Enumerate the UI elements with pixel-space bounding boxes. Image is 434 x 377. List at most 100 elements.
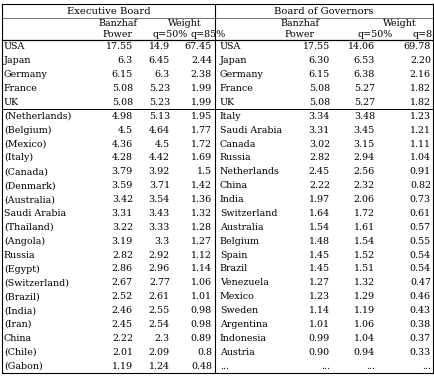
- Text: UK: UK: [4, 98, 19, 107]
- Text: Banzhaf: Banzhaf: [280, 19, 319, 28]
- Text: 1.82: 1.82: [409, 98, 430, 107]
- Text: Russia: Russia: [220, 153, 251, 162]
- Text: 1.27: 1.27: [308, 278, 329, 287]
- Text: 1.19: 1.19: [353, 306, 374, 315]
- Text: Germany: Germany: [220, 70, 263, 79]
- Text: (Mexico): (Mexico): [4, 139, 46, 149]
- Text: 1.54: 1.54: [353, 237, 374, 246]
- Text: 1.99: 1.99: [191, 84, 211, 93]
- Text: Mexico: Mexico: [220, 292, 254, 301]
- Text: Executive Board: Executive Board: [66, 6, 150, 15]
- Text: 3.22: 3.22: [112, 223, 133, 232]
- Text: ...: ...: [220, 362, 228, 371]
- Text: 0.47: 0.47: [409, 278, 430, 287]
- Text: (Thailand): (Thailand): [4, 223, 53, 232]
- Text: 1.54: 1.54: [308, 223, 329, 232]
- Text: (Egypt): (Egypt): [4, 264, 39, 273]
- Text: 1.64: 1.64: [308, 209, 329, 218]
- Text: 5.08: 5.08: [308, 98, 329, 107]
- Text: 3.02: 3.02: [308, 139, 329, 149]
- Text: 1.21: 1.21: [409, 126, 430, 135]
- Text: 4.5: 4.5: [118, 126, 133, 135]
- Text: 2.77: 2.77: [149, 278, 170, 287]
- Text: Saudi Arabia: Saudi Arabia: [4, 209, 66, 218]
- Text: Austria: Austria: [220, 348, 254, 357]
- Text: 0.61: 0.61: [409, 209, 430, 218]
- Text: 1.12: 1.12: [191, 251, 211, 259]
- Text: 3.31: 3.31: [308, 126, 329, 135]
- Text: 2.22: 2.22: [112, 334, 133, 343]
- Text: 1.36: 1.36: [191, 195, 211, 204]
- Text: 1.06: 1.06: [353, 320, 374, 329]
- Text: q=50%: q=50%: [357, 30, 392, 39]
- Text: 2.92: 2.92: [148, 251, 170, 259]
- Text: 0.43: 0.43: [409, 306, 430, 315]
- Text: Weight: Weight: [168, 19, 201, 28]
- Text: Sweden: Sweden: [220, 306, 257, 315]
- Text: UK: UK: [220, 98, 235, 107]
- Text: Argentina: Argentina: [220, 320, 267, 329]
- Text: 1.72: 1.72: [353, 209, 374, 218]
- Text: 0.73: 0.73: [409, 195, 430, 204]
- Text: (Canada): (Canada): [4, 167, 48, 176]
- Text: 2.45: 2.45: [308, 167, 329, 176]
- Text: 0.8: 0.8: [197, 348, 211, 357]
- Text: 3.33: 3.33: [148, 223, 170, 232]
- Text: (Denmark): (Denmark): [4, 181, 56, 190]
- Text: 1.01: 1.01: [308, 320, 329, 329]
- Text: Japan: Japan: [220, 56, 247, 65]
- Text: 4.64: 4.64: [148, 126, 170, 135]
- Text: 1.24: 1.24: [149, 362, 170, 371]
- Text: 14.06: 14.06: [347, 43, 374, 51]
- Text: 3.45: 3.45: [353, 126, 374, 135]
- Text: 1.06: 1.06: [191, 278, 211, 287]
- Text: 2.20: 2.20: [409, 56, 430, 65]
- Text: 2.16: 2.16: [409, 70, 430, 79]
- Text: 2.54: 2.54: [148, 320, 170, 329]
- Text: 3.3: 3.3: [155, 237, 170, 246]
- Text: 3.92: 3.92: [148, 167, 170, 176]
- Text: ...: ...: [320, 362, 329, 371]
- Text: 6.3: 6.3: [155, 70, 170, 79]
- Text: 2.67: 2.67: [112, 278, 133, 287]
- Text: 1.28: 1.28: [191, 223, 211, 232]
- Text: 1.14: 1.14: [308, 306, 329, 315]
- Text: 5.27: 5.27: [353, 84, 374, 93]
- Text: 1.04: 1.04: [353, 334, 374, 343]
- Text: 2.96: 2.96: [148, 264, 170, 273]
- Text: 3.15: 3.15: [353, 139, 374, 149]
- Text: 14.9: 14.9: [148, 43, 170, 51]
- Text: 1.14: 1.14: [191, 264, 211, 273]
- Text: 69.78: 69.78: [403, 43, 430, 51]
- Text: India: India: [220, 195, 244, 204]
- Text: 1.45: 1.45: [308, 251, 329, 259]
- Text: q=50%: q=50%: [152, 30, 187, 39]
- Text: 5.23: 5.23: [148, 98, 170, 107]
- Text: 5.23: 5.23: [148, 84, 170, 93]
- Text: 2.86: 2.86: [112, 264, 133, 273]
- Text: 2.38: 2.38: [191, 70, 211, 79]
- Text: 1.97: 1.97: [308, 195, 329, 204]
- Text: 0.37: 0.37: [409, 334, 430, 343]
- Text: 5.13: 5.13: [148, 112, 170, 121]
- Text: (Gabon): (Gabon): [4, 362, 43, 371]
- Text: 1.99: 1.99: [191, 98, 211, 107]
- Text: 1.42: 1.42: [191, 181, 211, 190]
- Text: 1.51: 1.51: [353, 264, 374, 273]
- Text: Germany: Germany: [4, 70, 48, 79]
- Text: Netherlands: Netherlands: [220, 167, 279, 176]
- Text: (Netherlands): (Netherlands): [4, 112, 71, 121]
- Text: 1.77: 1.77: [191, 126, 211, 135]
- Text: 0.94: 0.94: [353, 348, 374, 357]
- Text: Power: Power: [103, 30, 133, 39]
- Text: 3.31: 3.31: [112, 209, 133, 218]
- Text: France: France: [220, 84, 253, 93]
- Text: Belgium: Belgium: [220, 237, 260, 246]
- Text: 1.61: 1.61: [353, 223, 374, 232]
- Text: 2.45: 2.45: [112, 320, 133, 329]
- Text: ...: ...: [421, 362, 430, 371]
- Text: (Italy): (Italy): [4, 153, 33, 162]
- Text: Venezuela: Venezuela: [220, 278, 268, 287]
- Text: q=85%: q=85%: [411, 30, 434, 39]
- Text: USA: USA: [220, 43, 241, 51]
